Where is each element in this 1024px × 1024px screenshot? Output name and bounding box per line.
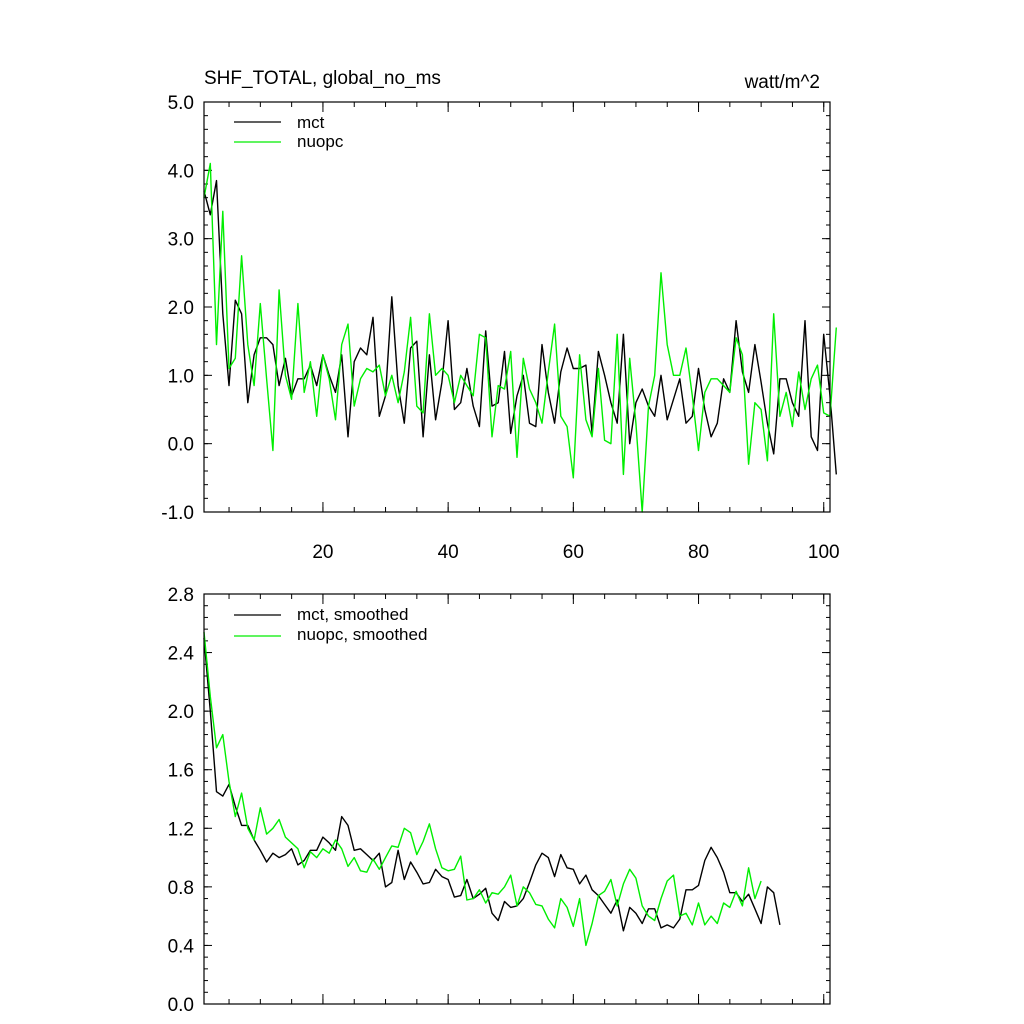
top-y-tick-label: 4.0 (168, 161, 194, 182)
top-y-tick-label: 2.0 (168, 298, 194, 319)
top-x-tick-label: 60 (563, 542, 584, 563)
bottom-legend-label-nuopc-smoothed: nuopc, smoothed (297, 625, 427, 644)
top-series-lines (203, 162, 837, 513)
bottom-legend: mct, smoothed nuopc, smoothed (234, 605, 427, 644)
top-legend: mct nuopc (234, 113, 344, 151)
top-chart-units: watt/m^2 (744, 72, 820, 93)
top-chart-title: SHF_TOTAL, global_no_ms (204, 68, 441, 89)
bottom-y-tick-label: 2.4 (168, 644, 195, 665)
top-y-tick-label: -1.0 (161, 503, 194, 524)
top-y-tick-label: 1.0 (168, 366, 194, 387)
top-x-tick-label: 80 (688, 542, 709, 563)
top-series-line-nuopc (203, 162, 837, 513)
bottom-legend-label-mct-smoothed: mct, smoothed (297, 605, 409, 624)
top-x-tick-label: 20 (312, 542, 333, 563)
bottom-y-tick-label: 0.8 (168, 878, 194, 899)
top-plot-frame (203, 101, 831, 513)
bottom-chart: 0.0 0.4 0.8 1.2 1.6 2.0 2.4 2.8 mct, smoothed n… (168, 585, 831, 1016)
top-chart: SHF_TOTAL, global_no_ms watt/m^2 -1.0 0.0… (161, 68, 839, 563)
top-y-tick-label: 5.0 (168, 93, 194, 114)
bottom-y-tick-label: 0.4 (168, 936, 195, 957)
bottom-y-tick-label: 2.0 (168, 702, 194, 723)
bottom-y-tick-label: 2.8 (168, 585, 194, 606)
bottom-series-line-mct-smoothed (203, 637, 781, 932)
bottom-series-lines (203, 632, 781, 947)
top-legend-label-mct: mct (297, 113, 325, 132)
top-series-line-mct (203, 179, 837, 475)
top-y-tick-label: 0.0 (168, 435, 194, 456)
bottom-y-tick-label: 1.2 (168, 819, 194, 840)
bottom-plot-frame (203, 593, 831, 1005)
top-x-tick-label: 40 (438, 542, 459, 563)
top-legend-label-nuopc: nuopc (297, 132, 344, 151)
bottom-axis-ticks: 0.0 0.4 0.8 1.2 1.6 2.0 2.4 2.8 (168, 585, 830, 1016)
top-axis-ticks: -1.0 0.0 1.0 2.0 3.0 4.0 5.0 20 40 60 80 100 (161, 93, 839, 563)
top-x-tick-label: 100 (808, 542, 840, 563)
bottom-y-tick-label: 1.6 (168, 761, 194, 782)
bottom-series-line-nuopc-smoothed (203, 632, 762, 947)
top-y-tick-label: 3.0 (168, 230, 194, 251)
bottom-y-tick-label: 0.0 (168, 995, 194, 1016)
